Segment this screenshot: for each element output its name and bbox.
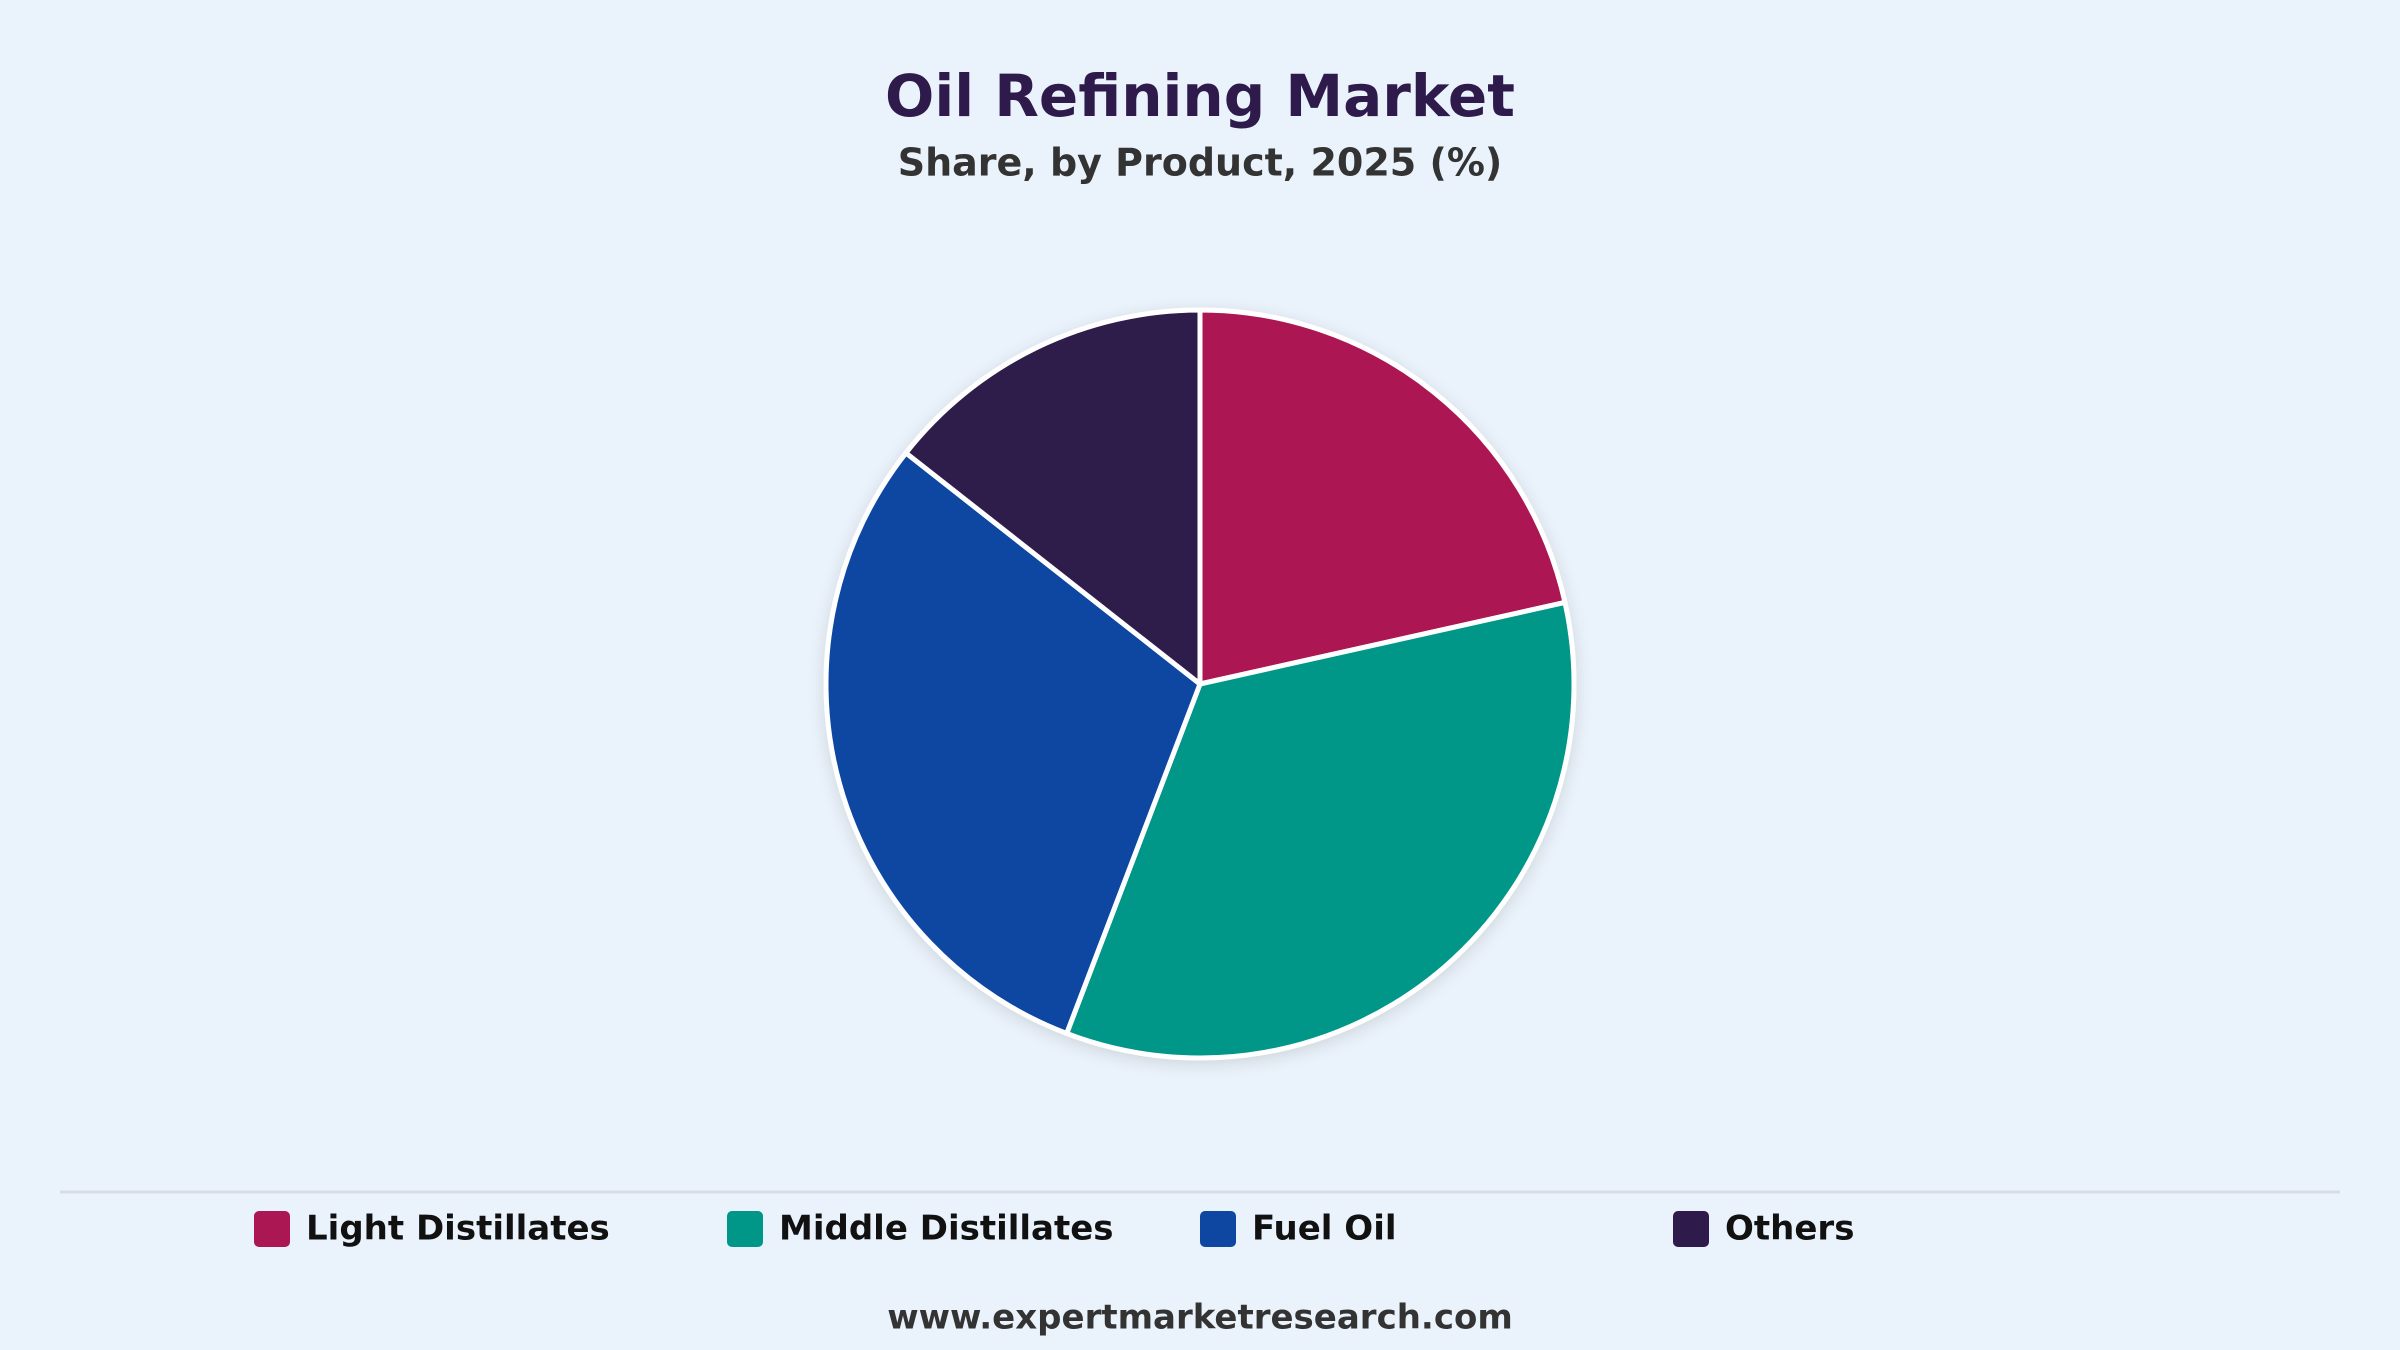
legend-swatch [1673, 1211, 1709, 1247]
pie-slice [1197, 307, 1568, 687]
legend-label: Middle Distillates [779, 1209, 1114, 1249]
pie-slice [823, 450, 1203, 1036]
legend: Light Distillates Middle Distillates Fuel … [254, 1209, 1854, 1249]
pie [823, 307, 1577, 1061]
chart-subtitle: Share, by Product, 2025 (%) [898, 141, 1503, 185]
chart-title: Oil Refining Market [885, 62, 1515, 130]
pie-slice [1064, 599, 1577, 1061]
legend-swatch [727, 1211, 763, 1247]
legend-label: Light Distillates [306, 1209, 610, 1249]
legend-swatch [254, 1211, 290, 1247]
legend-label: Fuel Oil [1252, 1209, 1397, 1249]
legend-swatch [1200, 1211, 1236, 1247]
source: www.expertmarketresearch.com [887, 1298, 1513, 1338]
legend-label: Others [1725, 1209, 1854, 1249]
pie-slice [903, 307, 1203, 687]
